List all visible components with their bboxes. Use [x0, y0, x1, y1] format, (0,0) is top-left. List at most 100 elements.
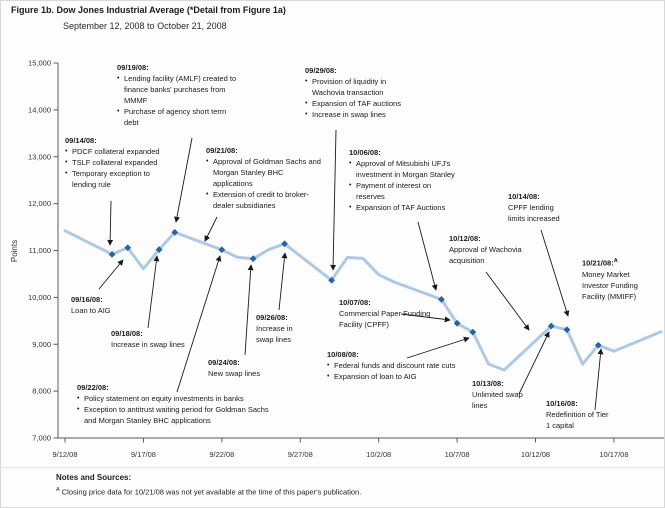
y-axis-title: Points [10, 240, 19, 262]
annotation-bullet: Expansion of TAF auctions [305, 98, 410, 109]
annotation-bullet: Increase in swap lines [305, 109, 410, 120]
annotation-09-26: 09/26/08: Increase in swap lines [256, 312, 306, 345]
annotation-bullet: TSLF collateral expanded [65, 157, 170, 168]
y-tick-label: 15,000 [28, 59, 51, 68]
annotation-date: 09/29/08: [305, 66, 337, 75]
annotation-10-16: 10/16/08: Redefinition of Tier 1 capital [546, 398, 612, 431]
annotation-text: Commercial Paper Funding Facility (CPFF) [339, 309, 431, 329]
annotation-bullet: Purchase of agency short term debt [117, 106, 242, 128]
annotation-09-19: 09/19/08: Lending facility (AMLF) create… [117, 62, 242, 128]
chart-canvas: 15,000 14,000 13,000 12,000 11,000 10,000 9,00… [10, 59, 664, 459]
annotation-text: New swap lines [208, 369, 261, 378]
event-data-point [563, 326, 571, 334]
y-tick-label: 14,000 [28, 105, 51, 114]
y-tick-label: 10,000 [28, 293, 51, 302]
y-tick-label: 7,000 [32, 434, 51, 443]
annotation-text: Money Market Investor Funding Facility (… [582, 269, 638, 301]
callout-arrow [330, 129, 337, 271]
y-tick-label: 13,000 [28, 152, 51, 161]
annotation-bullet: Policy statement on equity investments i… [77, 393, 269, 404]
annotation-date: 09/19/08: [117, 63, 149, 72]
annotation-date: 10/12/08: [449, 234, 481, 243]
annotation-09-21: 09/21/08: Approval of Goldman Sachs and … [206, 145, 324, 211]
annotation-bullets: Provision of liquidity in Wachovia trans… [305, 76, 410, 120]
y-tick-label: 8,000 [32, 387, 51, 396]
event-data-point [469, 328, 477, 336]
annotation-text: Unlimited swap lines [472, 390, 523, 410]
event-data-point [171, 228, 179, 236]
x-tick-label: 9/12/08 [52, 450, 77, 459]
notes-text: A Closing price data for 10/21/08 was no… [56, 487, 361, 497]
x-tick-label: 9/27/08 [288, 450, 313, 459]
callout-arrow [176, 255, 222, 393]
annotation-09-16: 09/16/08: Loan to AIG [71, 294, 131, 316]
callout-arrow [204, 216, 218, 242]
annotation-bullet: Approval of Goldman Sachs and Morgan Sta… [206, 156, 324, 189]
event-data-point [155, 246, 163, 253]
y-tick-label: 9,000 [32, 340, 51, 349]
notes-heading: Notes and Sources: [56, 473, 132, 482]
annotation-date: 10/08/08: [327, 350, 359, 359]
footnote-marker: A [56, 487, 60, 493]
notes-divider [1, 467, 664, 468]
event-data-point [281, 240, 288, 248]
annotation-09-24: 09/24/08: New swap lines [208, 357, 283, 379]
figure-title: Figure 1b. Dow Jones Industrial Average … [11, 5, 286, 15]
annotation-date: 10/13/08: [472, 379, 504, 388]
annotation-bullets: PDCF collateral expanded TSLF collateral… [65, 146, 170, 190]
annotation-10-08: 10/08/08: Federal funds and discount rat… [327, 349, 475, 382]
annotation-10-21: 10/21/08:A Money Market Investor Funding… [582, 256, 652, 302]
annotation-10-14: 10/14/08: CPFF lending limits increased [508, 191, 572, 224]
annotation-text: Redefinition of Tier 1 capital [546, 410, 609, 430]
annotation-text: Increase in swap lines [111, 340, 185, 349]
event-data-point [249, 255, 257, 263]
annotation-date: 09/26/08: [256, 313, 288, 322]
annotation-bullets: Policy statement on equity investments i… [77, 393, 269, 426]
annotation-bullets: Lending facility (AMLF) created to finan… [117, 73, 242, 128]
annotation-date: 09/24/08: [208, 358, 240, 367]
y-tick-label: 12,000 [28, 199, 51, 208]
event-data-point [547, 322, 555, 330]
callout-arrow [400, 313, 451, 323]
x-tick-label: 10/2/08 [366, 450, 391, 459]
annotation-bullet: Federal funds and discount rate cuts [327, 360, 475, 371]
annotation-date: 09/21/08: [206, 146, 238, 155]
annotation-10-12: 10/12/08: Approval of Wachovia acquisiti… [449, 233, 531, 266]
annotation-date: 09/14/08: [65, 136, 97, 145]
annotation-bullet: Extension of credit to broker-dealer sub… [206, 189, 324, 211]
x-tick-label: 9/17/08 [131, 450, 156, 459]
annotation-bullets: Approval of Mitsubishi UFJ's investment … [349, 158, 461, 213]
annotation-09-18: 09/18/08: Increase in swap lines [111, 328, 203, 350]
event-data-point [594, 341, 602, 349]
callout-arrow [174, 137, 193, 223]
annotation-09-14: 09/14/08: PDCF collateral expanded TSLF … [65, 135, 170, 190]
callout-arrow [98, 259, 124, 290]
annotation-text: Approval of Wachovia acquisition [449, 245, 522, 265]
annotation-bullet: Expansion of TAF Auctions [349, 202, 461, 213]
annotation-bullet: Approval of Mitsubishi UFJ's investment … [349, 158, 461, 180]
x-tick-label: 10/7/08 [445, 450, 470, 459]
callout-arrow [406, 336, 470, 359]
annotation-bullet: Expansion of loan to AIG [327, 371, 475, 382]
event-data-point [218, 246, 226, 254]
callout-arrow [540, 229, 570, 317]
annotation-date: 10/14/08: [508, 192, 540, 201]
annotation-date: 09/18/08: [111, 329, 143, 338]
annotation-date: 10/07/08: [339, 298, 371, 307]
figure-subtitle: September 12, 2008 to October 21, 2008 [63, 21, 227, 31]
annotation-bullet: Temporary exception to lending rule [65, 168, 170, 190]
footnote-marker: A [613, 258, 618, 264]
annotation-date: 09/16/08: [71, 295, 103, 304]
callout-arrow [107, 200, 114, 246]
annotation-bullet: Provision of liquidity in Wachovia trans… [305, 76, 410, 98]
annotation-date: 09/22/08: [77, 383, 109, 392]
annotation-10-06: 10/06/08: Approval of Mitsubishi UFJ's i… [349, 147, 461, 213]
callout-arrow [244, 264, 254, 356]
annotation-text: CPFF lending limits increased [508, 203, 560, 223]
annotation-date-text: 10/21/08: [582, 258, 614, 268]
annotation-bullet: Lending facility (AMLF) created to finan… [117, 73, 242, 106]
callout-arrow [147, 255, 160, 329]
callout-arrow [485, 271, 530, 331]
event-data-point [328, 276, 336, 284]
